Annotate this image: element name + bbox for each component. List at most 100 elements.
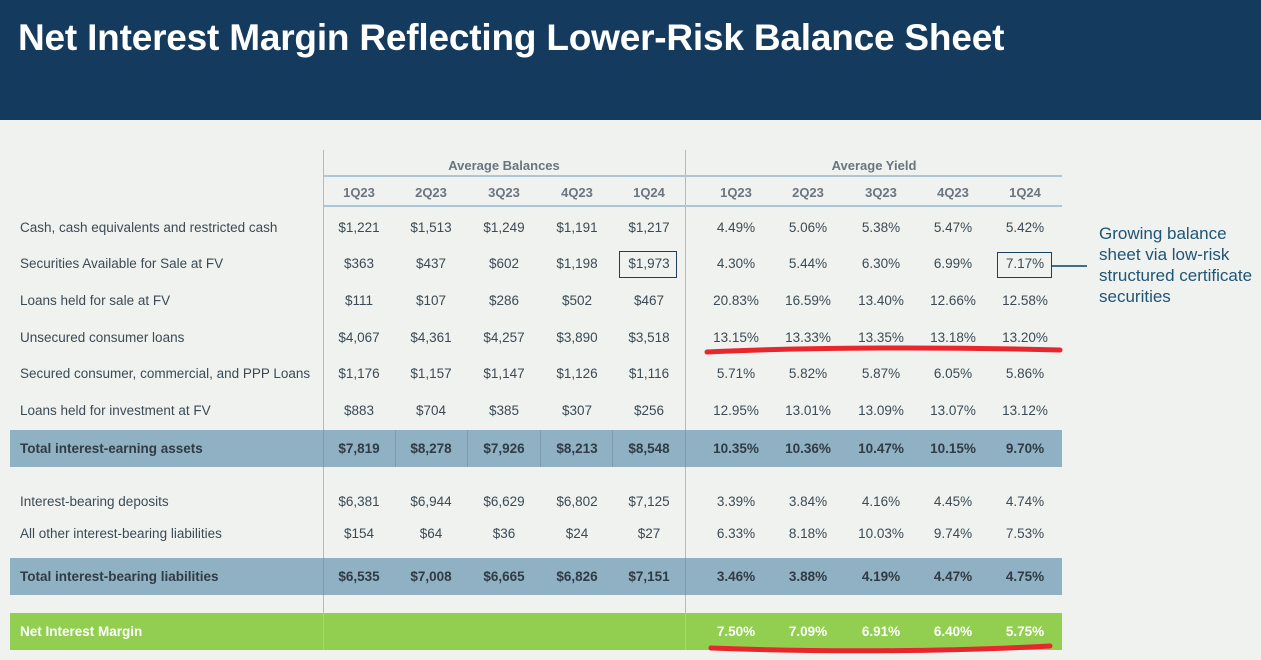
yield-cell: 13.35%	[858, 330, 904, 345]
divider-balances-yield	[685, 150, 686, 650]
balance-cell: $6,944	[410, 494, 452, 509]
yield-cell: 10.36%	[785, 441, 831, 456]
balance-cell: $7,008	[410, 569, 452, 584]
yield-cell: 13.33%	[785, 330, 831, 345]
yield-cell: 13.18%	[930, 330, 976, 345]
yield-cell: 5.75%	[1005, 624, 1045, 639]
yield-cell: 5.86%	[1005, 366, 1045, 381]
yield-cell: 13.20%	[1002, 330, 1048, 345]
yield-cell: 6.05%	[933, 366, 973, 381]
balance-cell: $1,147	[483, 366, 525, 381]
balance-cell: $1,116	[628, 366, 670, 381]
balance-cell: $307	[561, 403, 593, 418]
balance-cell: $64	[419, 526, 443, 541]
balance-cell: $363	[343, 256, 375, 271]
yield-cell: 13.01%	[785, 403, 831, 418]
header-underline-balances	[323, 175, 685, 177]
yield-cell: 4.75%	[1005, 569, 1045, 584]
balance-cell: $256	[633, 403, 665, 418]
balance-cell: $3,518	[628, 330, 670, 345]
balance-cell: $154	[343, 526, 375, 541]
balance-cell: $8,213	[556, 441, 598, 456]
yield-cell: 10.15%	[930, 441, 976, 456]
row-label: Secured consumer, commercial, and PPP Lo…	[20, 366, 311, 381]
yield-cell: 4.45%	[933, 494, 973, 509]
balance-cell: $111	[344, 293, 374, 308]
band-divider	[323, 558, 324, 595]
band-divider	[612, 430, 613, 467]
balance-cell: $3,890	[556, 330, 598, 345]
red-underline-stroke	[704, 345, 1063, 355]
band-divider	[395, 430, 396, 467]
yield-cell: 6.91%	[861, 624, 901, 639]
column-header-balance: 1Q24	[633, 185, 665, 200]
balance-cell: $6,802	[556, 494, 598, 509]
balance-cell: $602	[488, 256, 520, 271]
column-header-yield: 1Q23	[720, 185, 752, 200]
balance-cell: $286	[488, 293, 520, 308]
row-label: Loans held for investment at FV	[20, 403, 211, 418]
total-liabilities-band: Total interest-bearing liabilities $6,535…	[10, 558, 1062, 595]
band-label: Net Interest Margin	[20, 624, 143, 639]
column-header-yield: 4Q23	[937, 185, 969, 200]
band-divider	[685, 613, 686, 650]
yield-cell: 7.50%	[716, 624, 756, 639]
band-label: Total interest-earning assets	[20, 441, 203, 456]
yield-cell: 4.16%	[861, 494, 901, 509]
balance-cell: $1,249	[483, 220, 525, 235]
balance-cell: $4,067	[338, 330, 380, 345]
band-divider	[540, 430, 541, 467]
total-assets-band: Total interest-earning assets $7,819 $8,27…	[10, 430, 1062, 467]
column-header-yield: 2Q23	[792, 185, 824, 200]
balance-cell: $7,125	[628, 494, 670, 509]
balance-cell: $6,665	[483, 569, 525, 584]
balance-cell: $107	[415, 293, 447, 308]
band-divider	[323, 613, 324, 650]
column-header-balance: 2Q23	[415, 185, 447, 200]
balance-cell: $1,217	[628, 220, 670, 235]
row-label: Unsecured consumer loans	[20, 330, 185, 345]
yield-cell: 4.19%	[861, 569, 901, 584]
band-label: Total interest-bearing liabilities	[20, 569, 219, 584]
yield-cell: 13.07%	[930, 403, 976, 418]
balance-cell: $704	[415, 403, 447, 418]
data-row: Secured consumer, commercial, and PPP Lo…	[10, 366, 1062, 386]
data-row: Interest-bearing deposits $6,381 $6,944 $6,…	[10, 494, 1062, 514]
callout-connector	[1052, 265, 1087, 267]
yield-cell: 10.35%	[713, 441, 759, 456]
balance-cell: $437	[415, 256, 447, 271]
group-header-yield: Average Yield	[831, 158, 917, 173]
yield-cell: 13.09%	[858, 403, 904, 418]
balance-cell: $1,198	[556, 256, 598, 271]
column-header-balance: 1Q23	[343, 185, 375, 200]
column-header-yield: 3Q23	[865, 185, 897, 200]
yield-cell: 4.30%	[716, 256, 756, 271]
balance-cell: $6,826	[556, 569, 598, 584]
yield-cell: 3.88%	[788, 569, 828, 584]
balance-cell: $1,513	[410, 220, 452, 235]
yield-cell: 10.47%	[858, 441, 904, 456]
title-banner: Net Interest Margin Reflecting Lower-Ris…	[0, 0, 1261, 120]
yield-cell: 10.03%	[858, 526, 904, 541]
highlight-box-securities-yield	[997, 252, 1052, 278]
column-header-balance: 4Q23	[561, 185, 593, 200]
balance-cell: $502	[561, 293, 593, 308]
balance-cell: $7,819	[338, 441, 380, 456]
red-underline-stroke	[708, 643, 1053, 654]
yield-cell: 12.58%	[1002, 293, 1048, 308]
balance-cell: $36	[492, 526, 516, 541]
balance-cell: $4,361	[410, 330, 452, 345]
balance-cell: $883	[343, 403, 375, 418]
yield-cell: 6.33%	[716, 526, 756, 541]
balance-cell: $6,535	[338, 569, 380, 584]
balance-cell: $385	[488, 403, 520, 418]
balance-cell: $27	[637, 526, 661, 541]
red-underline-nim	[708, 643, 1053, 654]
yield-cell: 9.70%	[1005, 441, 1045, 456]
yield-cell: 5.87%	[861, 366, 901, 381]
red-underline-unsecured	[704, 345, 1063, 355]
net-interest-margin-band: Net Interest Margin 7.50% 7.09% 6.91% 6.40% 5…	[10, 613, 1062, 650]
yield-cell: 4.74%	[1005, 494, 1045, 509]
band-divider	[685, 558, 686, 595]
data-row: Loans held for investment at FV $883 $704 $…	[10, 403, 1062, 423]
